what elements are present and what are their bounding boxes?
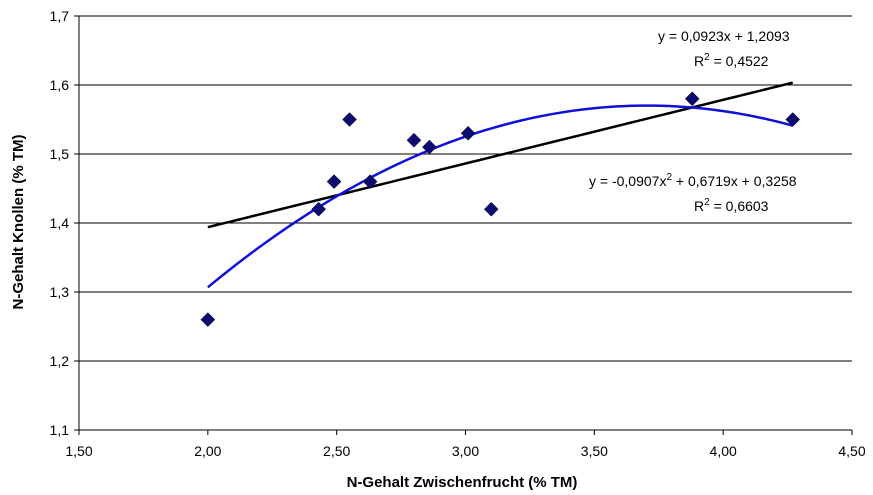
data-point (311, 201, 326, 217)
linear-trendline-r2: R2 = 0,4522 (694, 52, 769, 69)
x-tick-label: 1,50 (65, 443, 92, 459)
data-point (460, 125, 476, 141)
data-point (785, 112, 801, 127)
axes-layer (74, 15, 853, 435)
y-tick-label: 1,7 (50, 8, 70, 24)
data-point (200, 312, 216, 327)
x-tick-label: 3,00 (452, 443, 479, 459)
x-axis-label: N-Gehalt Zwischenfrucht (% TM) (347, 474, 578, 491)
data-point (342, 112, 357, 127)
data-point (422, 139, 437, 155)
y-tick-label: 1,1 (50, 422, 70, 438)
polynomial-trendline-r2: R2 = 0,6603 (694, 197, 769, 214)
data-point (483, 201, 499, 217)
x-tick-label: 2,00 (194, 443, 221, 459)
data-point (684, 91, 700, 107)
x-tick-label: 3,50 (581, 443, 608, 459)
data-point (326, 174, 342, 189)
data-point (406, 132, 422, 148)
polynomial-trendline-equation: y = -0,0907x2 + 0,6719x + 0,3258 (589, 172, 797, 189)
linear-trendline-equation: y = 0,0923x + 1,2093 (658, 28, 790, 44)
data-point-layer (200, 91, 801, 327)
label-layer: 1,1 1,2 1,3 1,4 1,5 1,6 1,7 1,50 2,00 2,50 3,00 3,5… (50, 8, 866, 459)
y-tick-label: 1,4 (50, 215, 70, 231)
y-tick-label: 1,5 (50, 146, 70, 162)
x-tick-label: 4,50 (838, 443, 865, 459)
y-tick-label: 1,3 (50, 284, 70, 300)
y-axis-label: N-Gehalt Knollen (% TM) (10, 135, 27, 310)
polynomial-trendline (207, 104, 794, 289)
y-tick-label: 1,2 (50, 353, 70, 369)
y-tick-label: 1,6 (50, 77, 70, 93)
data-point (362, 174, 378, 189)
x-tick-label: 2,50 (323, 443, 350, 459)
grid-layer (79, 15, 852, 362)
trendline-layer (207, 81, 794, 289)
x-tick-label: 4,00 (710, 443, 737, 459)
